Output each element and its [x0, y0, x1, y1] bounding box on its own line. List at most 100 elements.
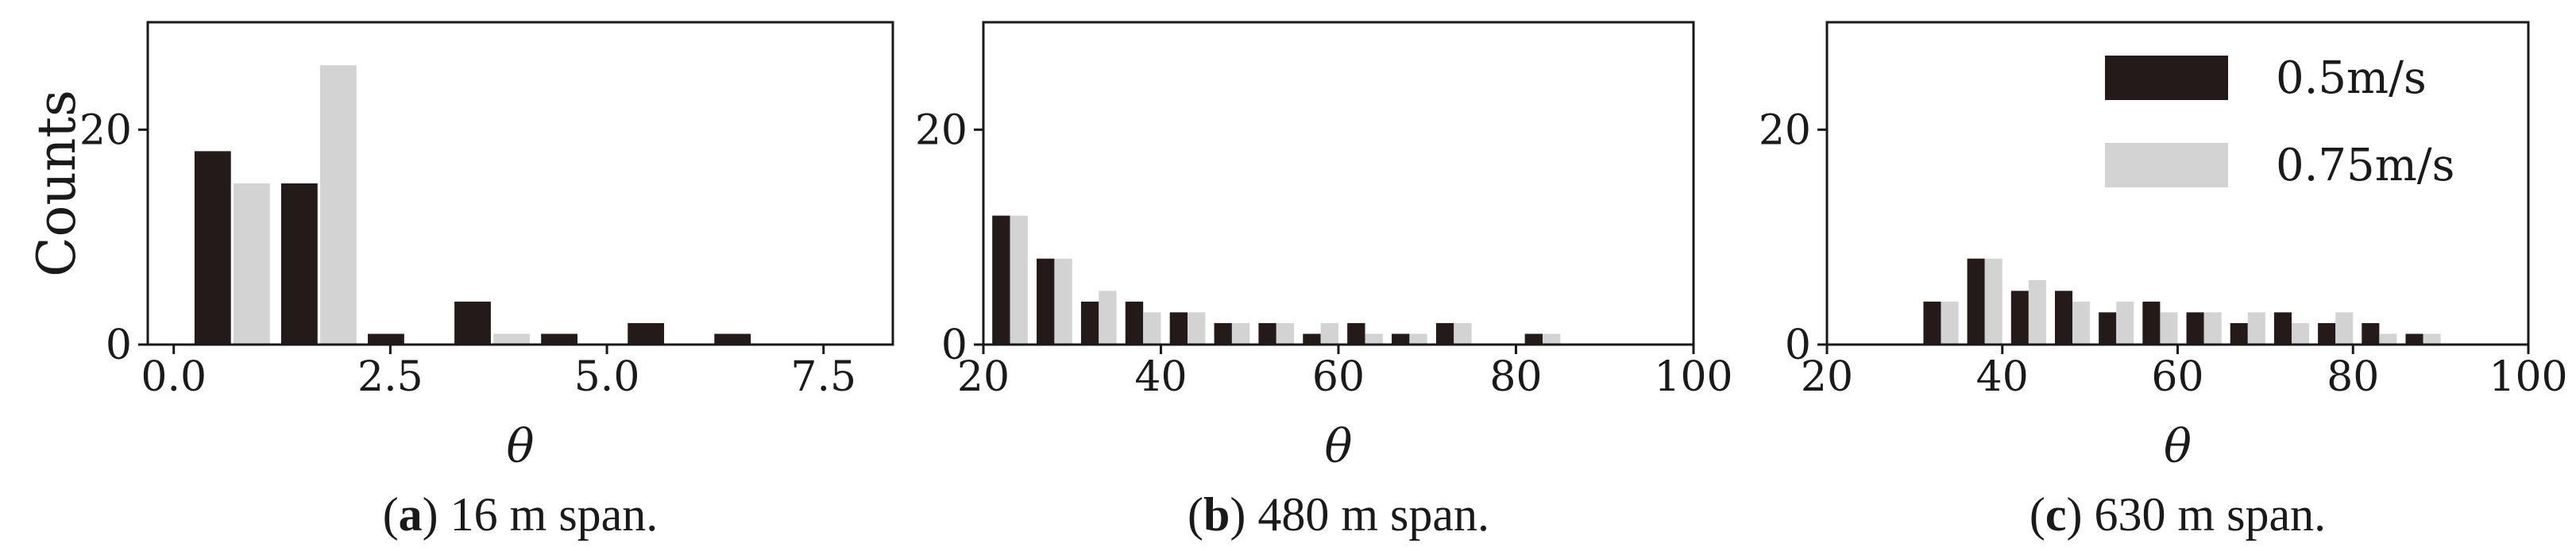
- legend-swatch: [2105, 143, 2228, 187]
- panel-caption: (b) 480 m span.: [1188, 488, 1489, 541]
- caption-letter: b: [1203, 488, 1230, 541]
- caption-text: 480 m span.: [1246, 488, 1489, 541]
- x-tick-label: 80: [1489, 353, 1542, 401]
- bar: [320, 65, 357, 345]
- bar: [1188, 312, 1206, 345]
- caption-text: 16 m span.: [438, 488, 658, 541]
- bar: [1258, 322, 1276, 345]
- series-light: [233, 65, 530, 345]
- bar: [280, 183, 318, 345]
- bar: [1984, 258, 2002, 345]
- bar: [714, 333, 751, 345]
- x-tick-label: 5.0: [574, 353, 640, 401]
- bar: [1365, 333, 1383, 345]
- y-tick-label: 20: [1759, 106, 1811, 154]
- x-tick-label: 0.0: [141, 353, 207, 401]
- bar: [2054, 291, 2073, 345]
- bar: [1923, 301, 1941, 345]
- panel-a: 0.0 2.5 5.0 7.5 0 20 θ Counts (a) 16 m span.: [26, 21, 894, 541]
- bar: [2203, 312, 2222, 345]
- bar: [2099, 312, 2117, 345]
- y-tick-label: 0: [941, 322, 967, 369]
- bar: [2247, 312, 2265, 345]
- y-axis-label: Counts: [26, 90, 87, 277]
- x-tick-label: 80: [2327, 353, 2379, 401]
- bar: [1524, 333, 1543, 345]
- plot-frame: [146, 21, 894, 346]
- bar: [1543, 333, 1561, 345]
- bar: [454, 301, 491, 345]
- legend: 0.5m/s 0.75m/s: [2105, 52, 2454, 191]
- series-dark: [194, 151, 751, 345]
- plot-frame: [982, 21, 1695, 346]
- bar: [2010, 291, 2029, 345]
- bar: [2291, 322, 2310, 345]
- bar: [1435, 322, 1454, 345]
- bar: [1231, 322, 1250, 345]
- bar: [368, 333, 404, 345]
- bar: [1010, 215, 1028, 345]
- x-tick-label: 40: [1976, 353, 2029, 401]
- bar: [1276, 322, 1295, 345]
- bar: [1409, 333, 1427, 345]
- bar: [1054, 258, 1072, 345]
- bar: [2072, 301, 2091, 345]
- bar: [2273, 312, 2292, 345]
- bar: [1099, 291, 1117, 345]
- x-tick-label: 20: [1801, 353, 1853, 401]
- panel-caption: (c) 630 m span.: [2030, 488, 2326, 541]
- bar: [1037, 258, 1055, 345]
- panel-caption: (a) 16 m span.: [383, 488, 658, 541]
- bar: [1214, 322, 1232, 345]
- bar: [2028, 279, 2046, 345]
- bar: [1392, 333, 1410, 345]
- x-tick-label: 7.5: [790, 353, 856, 401]
- y-tick-label: 20: [79, 106, 132, 154]
- bar: [1320, 322, 1338, 345]
- series-light: [1010, 215, 1561, 345]
- x-tick-label: 100: [1654, 353, 1732, 401]
- x-axis-label: θ: [507, 419, 535, 473]
- caption-letter: c: [2045, 488, 2067, 541]
- bar: [2142, 301, 2161, 345]
- bar: [1347, 322, 1365, 345]
- x-tick-label: 60: [2151, 353, 2203, 401]
- caption-letter: a: [399, 488, 423, 541]
- bar: [541, 333, 577, 345]
- bar: [1967, 258, 1985, 345]
- legend-label: 0.5m/s: [2276, 52, 2427, 104]
- bar: [2405, 333, 2423, 345]
- bar: [2186, 312, 2204, 345]
- bar: [1454, 322, 1472, 345]
- legend-swatch: [2105, 56, 2228, 100]
- bar: [1169, 312, 1188, 345]
- bar: [1143, 312, 1161, 345]
- series-dark: [1923, 258, 2423, 345]
- bar: [2318, 322, 2336, 345]
- x-tick-label: 40: [1134, 353, 1187, 401]
- bar: [2160, 312, 2178, 345]
- x-axis-label: θ: [1325, 419, 1353, 473]
- y-tick-label: 0: [1785, 322, 1811, 369]
- bar: [1941, 301, 1959, 345]
- bar: [1080, 301, 1099, 345]
- bar: [2362, 322, 2380, 345]
- y-tick-label: 20: [915, 106, 967, 154]
- bar: [2335, 312, 2354, 345]
- bar: [493, 333, 530, 345]
- bar: [2116, 301, 2134, 345]
- x-tick-label: 2.5: [357, 353, 423, 401]
- x-tick-label: 20: [957, 353, 1010, 401]
- bar: [992, 215, 1010, 345]
- x-axis-label: θ: [2164, 419, 2192, 473]
- bar: [233, 183, 270, 345]
- x-tick-label: 60: [1312, 353, 1365, 401]
- series-light: [1941, 258, 2441, 345]
- bar: [194, 151, 231, 345]
- bar: [1303, 333, 1321, 345]
- bar: [1125, 301, 1144, 345]
- legend-label: 0.75m/s: [2276, 140, 2454, 191]
